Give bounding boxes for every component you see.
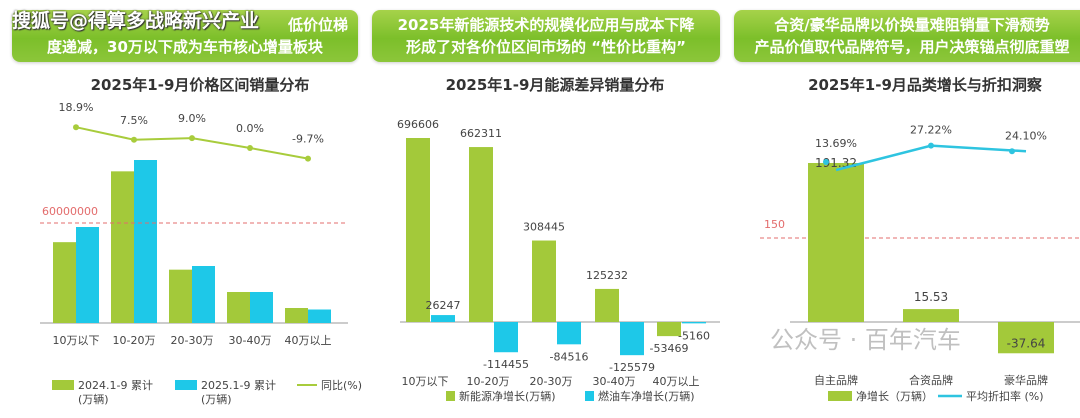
chart1-bar-2024 <box>169 269 192 323</box>
chart1-bar-2025 <box>76 227 99 323</box>
chart3-discount-point <box>928 142 934 149</box>
chart2-x-tick: 10-20万 <box>467 375 510 388</box>
chart1-bar-2025 <box>134 160 157 323</box>
chart1-yoy-point <box>247 145 253 151</box>
chart3-title: 2025年1-9月品类增长与折扣洞察 <box>808 76 1042 94</box>
chart2-bar-ice <box>557 322 581 345</box>
chart1-legend-unit: (万辆) <box>78 392 109 406</box>
chart2-bar-nev <box>469 147 493 322</box>
chart1-bar-2024 <box>111 171 134 323</box>
chart1-yoy-label: -9.7% <box>292 133 324 146</box>
chart1-legend-swatch <box>175 380 197 390</box>
chart1-yoy-point <box>189 135 195 142</box>
chart2-bar-nev <box>657 322 681 337</box>
chart1-x-tick: 20-30万 <box>171 334 214 347</box>
chart2-ice-label: 26247 <box>426 299 461 312</box>
chart2-ice-label: -5160 <box>678 329 710 342</box>
chart1-yoy-point <box>131 136 137 143</box>
chart3-x-tick: 豪华品牌 <box>1004 373 1048 387</box>
chart2-ice-label: -84516 <box>550 350 589 363</box>
chart2-bar-nev <box>406 138 430 322</box>
chart2-ice-label: -125579 <box>609 361 655 374</box>
chart3-bar-growth <box>903 309 959 322</box>
chart3-discount-point <box>823 159 829 165</box>
chart2-x-tick: 30-40万 <box>593 375 636 388</box>
chart2-nev-label: 308445 <box>523 221 565 234</box>
chart3-discount-line <box>835 144 1027 172</box>
chart3-bar-label: -37.64 <box>1007 336 1046 350</box>
chart1-bar-2024 <box>285 308 308 323</box>
chart1-bar-2025 <box>192 266 215 323</box>
chart1-legend-label: 同比(%) <box>321 379 362 392</box>
chart3-reference-label: 150 <box>764 218 785 231</box>
chart1-yoy-label: 18.9% <box>59 101 94 114</box>
chart1-x-tick: 30-40万 <box>229 334 272 347</box>
chart3-x-tick: 自主品牌 <box>814 373 858 387</box>
chart1-bar-2025 <box>308 309 331 323</box>
chart2-bar-ice <box>620 322 644 356</box>
chart2-bar-ice <box>494 322 518 353</box>
chart2-legend-label: 新能源净增长(万辆) <box>459 389 556 403</box>
chart2-nev-label: 125232 <box>586 269 628 282</box>
chart1-legend-unit: (万辆) <box>201 392 232 406</box>
chart3-bar-growth <box>808 163 864 322</box>
chart2-bar-nev <box>532 240 556 322</box>
chart1-bar-2024 <box>53 242 76 323</box>
chart3-legend-label: 平均折扣率 (%) <box>966 389 1044 403</box>
chart3-legend-label: 净增长（万辆） <box>856 389 933 403</box>
chart2-x-tick: 20-30万 <box>530 375 573 388</box>
chart1-title: 2025年1-9月价格区间销量分布 <box>90 76 310 94</box>
chart3-x-tick: 合资品牌 <box>909 373 953 387</box>
chart1-legend-label: 2024.1-9 累计 <box>78 379 153 392</box>
banner-line: 合资/豪华品牌以价换量难阻销量下滑颓势 <box>774 16 1050 34</box>
chart1-x-tick: 10-20万 <box>113 334 156 347</box>
chart2-x-tick: 40万以上 <box>653 375 700 388</box>
chart2-nev-label: -53469 <box>650 342 689 355</box>
chart3-bar-label: 191.32 <box>815 156 857 170</box>
chart2-bar-ice <box>682 322 706 324</box>
chart2-nev-label: 662311 <box>460 127 502 140</box>
chart3-discount-label: 27.22% <box>910 124 952 137</box>
chart2-nev-label: 696606 <box>397 118 439 131</box>
chart3-bar-growth <box>998 322 1054 354</box>
banner-line: 产品价值取代品牌符号，用户决策锚点彻底重塑 <box>754 38 1070 56</box>
chart1-legend-swatch <box>52 380 74 390</box>
watermark-top: 搜狐号@得算多战略新兴产业 <box>12 10 260 32</box>
banner-brand: 合资/豪华品牌以价换量难阻销量下滑颓势 产品价值取代品牌符号，用户决策锚点彻底重… <box>734 10 1080 62</box>
banner-energy: 2025年新能源技术的规模化应用与成本下降 形成了对各价位区间市场的 “性价比重… <box>372 10 720 62</box>
chart2-ice-label: -114455 <box>483 358 529 371</box>
banner-line: 低价位梯 <box>287 16 348 34</box>
chart1-yoy-point <box>305 155 311 162</box>
chart3-discount-label: 24.10% <box>1005 129 1047 142</box>
chart3-bar-label: 15.53 <box>914 290 948 304</box>
chart2-x-tick: 10万以下 <box>402 375 449 388</box>
chart3-discount-label: 13.69% <box>815 137 857 150</box>
banner-line: 形成了对各价位区间市场的 “性价比重构” <box>406 38 686 56</box>
chart1-bar-2024 <box>227 292 250 323</box>
chart2-bar-nev <box>595 288 619 322</box>
chart1-legend-label: 2025.1-9 累计 <box>201 379 276 392</box>
chart1-reference-label: 60000000 <box>42 205 98 218</box>
chart1-bar-2025 <box>250 292 273 323</box>
watermark-bottom: 公众号 · 百年汽车 <box>770 326 961 354</box>
chart1-yoy-point <box>73 124 79 131</box>
chart2-title: 2025年1-9月能源差异销量分布 <box>445 76 665 94</box>
chart3-discount-point <box>1009 148 1015 155</box>
chart1-yoy-label: 7.5% <box>120 114 148 127</box>
chart1-yoy-label: 0.0% <box>236 122 264 135</box>
banner-price: 低价位梯 度递减，30万以下成为车市核心增量板块 <box>12 10 358 62</box>
banner-line: 2025年新能源技术的规模化应用与成本下降 <box>397 16 695 34</box>
chart1-x-tick: 10万以下 <box>53 334 100 347</box>
chart3-legend-swatch <box>828 391 852 401</box>
chart1-x-tick: 40万以上 <box>285 334 332 347</box>
chart2-legend-label: 燃油车净增长(万辆) <box>598 389 695 403</box>
chart1-yoy-line <box>75 126 309 160</box>
chart2-legend-swatch <box>446 391 455 401</box>
chart2-legend-swatch <box>585 391 594 401</box>
chart1-yoy-label: 9.0% <box>178 112 206 125</box>
chart2-bar-ice <box>431 315 455 322</box>
banner-line: 度递减，30万以下成为车市核心增量板块 <box>47 38 323 56</box>
